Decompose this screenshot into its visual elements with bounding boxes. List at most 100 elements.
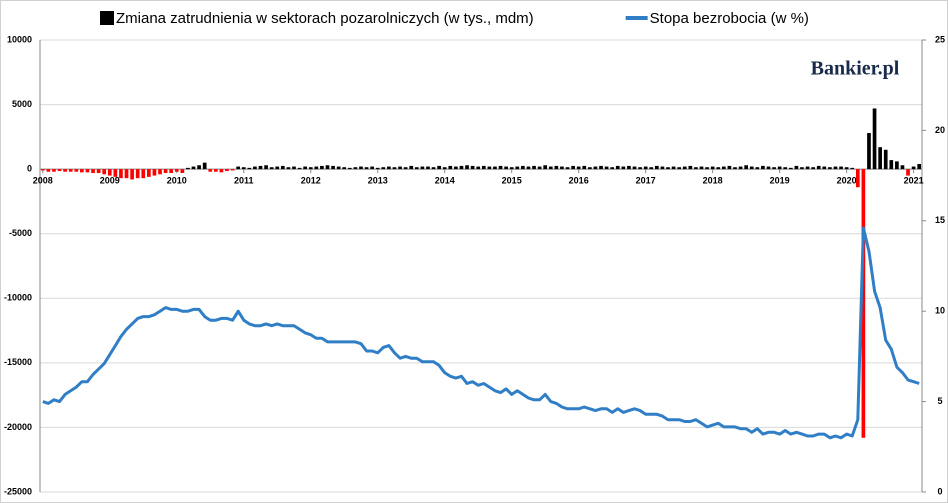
bar <box>208 169 213 172</box>
bar <box>906 169 910 176</box>
bar <box>537 166 542 170</box>
bar <box>119 169 123 179</box>
bar <box>917 163 922 170</box>
y-tick-label: -15000 <box>4 357 32 367</box>
bar <box>414 167 419 170</box>
bar <box>604 166 609 170</box>
y-tick-label: 0 <box>27 164 32 174</box>
bar <box>130 169 134 180</box>
bar <box>772 167 776 170</box>
bar <box>716 167 721 170</box>
y2-tick-label: 15 <box>935 215 945 225</box>
y-tick-label: -10000 <box>4 293 32 303</box>
bar <box>52 169 56 172</box>
x-tick-label: 2021 <box>904 176 924 186</box>
bar <box>359 166 363 170</box>
bar <box>74 169 79 172</box>
bar <box>571 165 575 170</box>
bar <box>509 167 514 170</box>
bar <box>392 167 397 170</box>
bar <box>320 165 324 170</box>
bar <box>213 169 218 172</box>
bar <box>883 149 888 170</box>
bar <box>303 166 308 170</box>
bar <box>816 165 821 170</box>
bar <box>850 167 855 170</box>
bar <box>437 165 441 170</box>
bar <box>225 169 229 172</box>
bar <box>375 167 380 170</box>
bar <box>610 167 615 170</box>
bar <box>532 165 536 170</box>
x-tick-label: 2010 <box>167 176 187 186</box>
bar <box>46 169 51 172</box>
bar <box>721 166 726 170</box>
legend-label: Stopa bezrobocia (w %) <box>650 10 809 27</box>
bar <box>353 167 358 170</box>
bar <box>197 165 201 170</box>
bar <box>342 167 347 170</box>
bar <box>364 167 369 170</box>
bar <box>247 167 252 170</box>
bar <box>308 167 313 170</box>
bar <box>582 165 587 170</box>
bar <box>855 169 860 188</box>
x-tick-label: 2012 <box>301 176 321 186</box>
bar <box>682 166 687 170</box>
x-tick-label: 2014 <box>435 176 455 186</box>
bar <box>554 165 559 170</box>
bar <box>660 166 665 170</box>
bar <box>398 166 402 170</box>
bar <box>370 166 374 170</box>
bar <box>766 166 771 170</box>
y-tick-label: -25000 <box>4 486 32 496</box>
bar <box>822 166 827 170</box>
x-tick-label: 2015 <box>502 176 522 186</box>
bar <box>788 167 793 170</box>
bar <box>465 165 469 170</box>
bar <box>761 165 765 170</box>
line <box>42 226 920 440</box>
y2-tick-label: 10 <box>935 306 945 316</box>
bar <box>202 162 207 170</box>
bar <box>286 167 291 170</box>
bar <box>219 169 224 173</box>
bar <box>515 166 520 170</box>
x-tick-label: 2017 <box>636 176 656 186</box>
bar <box>258 165 263 170</box>
bar <box>694 167 698 170</box>
bar <box>280 165 285 170</box>
bar <box>900 165 905 170</box>
bar <box>241 167 246 170</box>
bar <box>403 167 408 170</box>
bar <box>454 166 458 170</box>
bar <box>744 165 749 170</box>
bar <box>777 166 782 170</box>
bar <box>828 167 832 170</box>
bar <box>565 167 570 170</box>
bar <box>135 169 140 179</box>
bar <box>649 167 654 170</box>
bar <box>671 166 676 170</box>
bar <box>102 169 107 175</box>
bar <box>180 169 185 174</box>
bar <box>236 166 241 170</box>
bar <box>632 166 637 170</box>
bar <box>269 167 274 170</box>
x-tick-label: 2020 <box>837 176 857 186</box>
bar <box>911 166 916 170</box>
bar <box>710 166 715 170</box>
bar <box>599 165 603 170</box>
bar <box>811 167 815 170</box>
bar <box>872 108 877 170</box>
bar <box>615 165 620 170</box>
bar <box>158 169 162 175</box>
bar <box>755 167 760 170</box>
bar <box>163 169 168 174</box>
bar <box>420 166 425 170</box>
x-tick-label: 2009 <box>100 176 120 186</box>
x-tick-label: 2011 <box>234 176 254 186</box>
bar <box>331 165 335 170</box>
bar <box>861 169 866 438</box>
bar <box>57 169 62 172</box>
